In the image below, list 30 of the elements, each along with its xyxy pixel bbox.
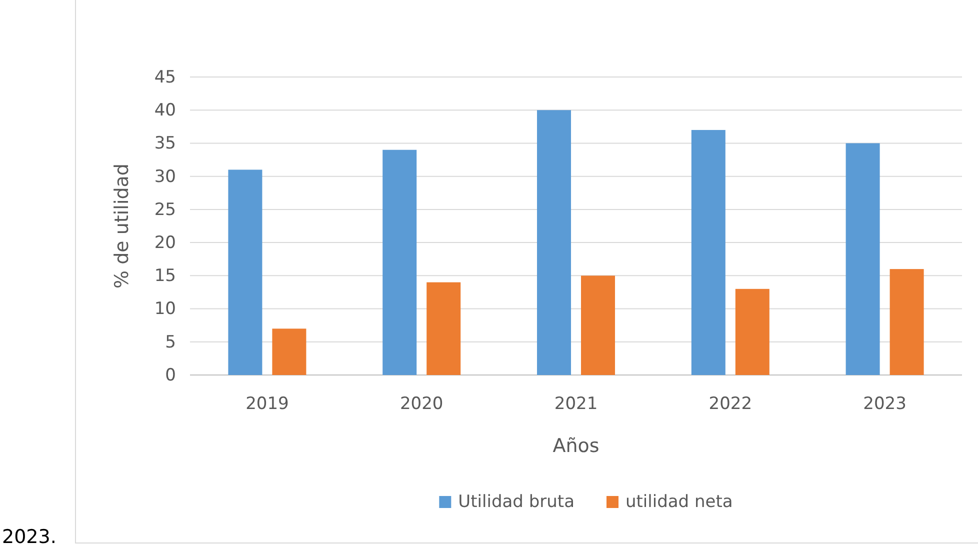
y-tick-label: 45 (154, 67, 176, 88)
bar (890, 269, 924, 375)
y-tick-label: 25 (154, 200, 176, 220)
y-tick-label: 20 (154, 232, 176, 253)
bar (426, 282, 461, 375)
y-tick-label: 15 (154, 266, 176, 286)
x-tick-label: 2021 (554, 394, 598, 414)
bar (382, 150, 417, 375)
bar (228, 170, 262, 375)
legend-label: utilidad neta (625, 492, 733, 512)
x-tick-label: 2019 (246, 394, 289, 414)
bar (537, 110, 571, 375)
x-axis-title: Años (552, 435, 600, 457)
x-tick-label: 2020 (400, 394, 444, 414)
y-tick-label: 0 (165, 365, 176, 386)
y-tick-label: 40 (154, 100, 176, 121)
text: 2023. (2, 526, 56, 547)
y-tick-label: 10 (154, 299, 176, 320)
bar (691, 130, 726, 375)
y-tick-label: 30 (154, 166, 176, 187)
bar (272, 328, 306, 375)
y-tick-label: 5 (165, 332, 176, 352)
y-tick-label: 35 (154, 134, 176, 154)
bar (846, 143, 880, 375)
x-tick-label: 2022 (708, 394, 752, 414)
legend-label: Utilidad bruta (458, 492, 574, 512)
bar (735, 288, 770, 375)
x-tick-label: 2023 (863, 394, 906, 414)
bar (581, 276, 615, 375)
y-axis-title: % de utilidad (111, 164, 133, 288)
